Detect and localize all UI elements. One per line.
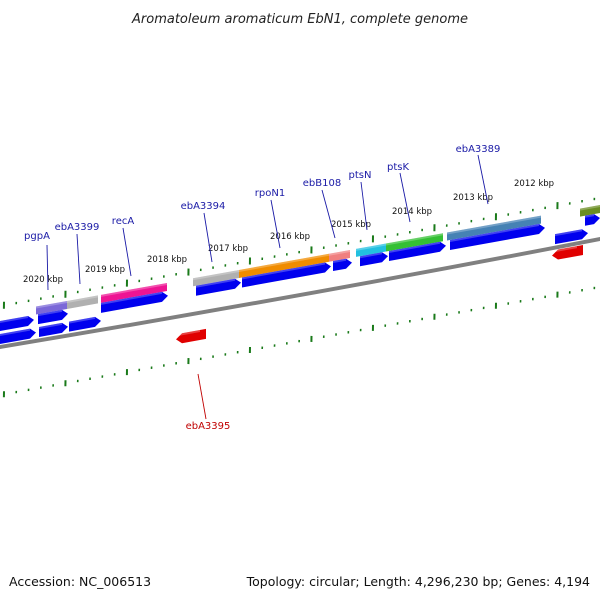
gene-label-leader	[76, 233, 81, 285]
cds-forward-arrow-highlight	[450, 223, 539, 242]
kbp-label: 2015 kbp	[331, 220, 371, 230]
kbp-label: 2013 kbp	[453, 193, 493, 203]
cog-feature-layer	[36, 205, 600, 315]
cds-forward-arrow-highlight	[360, 252, 382, 259]
cds-reverse-arrow	[176, 328, 206, 344]
cds-forward-arrow	[69, 316, 101, 332]
cog-feature-bar-highlight	[447, 215, 541, 235]
cds-forward-arrow	[196, 278, 241, 296]
gene-label-rpon1[interactable]: rpoN1	[255, 188, 285, 199]
cds-reverse-arrow	[552, 245, 583, 260]
kbp-label: 2012 kbp	[514, 179, 554, 189]
map-title: Aromatoleum aromaticum EbN1, complete ge…	[131, 12, 468, 27]
cds-forward-arrow-highlight	[39, 322, 62, 329]
cds-forward-arrow-highlight	[555, 229, 582, 237]
topology-summary: Topology: circular; Length: 4,296,230 bp…	[246, 574, 590, 589]
cog-feature-bar-highlight	[580, 205, 600, 211]
accession-text: Accession: NC_006513	[9, 574, 151, 589]
cds-forward-arrow	[389, 241, 446, 261]
cds-forward-arrow-highlight	[242, 262, 325, 280]
kbp-label: 2020 kbp	[23, 275, 63, 285]
gene-label-layer: pgpA ebA3399 recA ebA3394 rpoN1 ebB108 p…	[24, 144, 500, 432]
kbp-label: 2019 kbp	[85, 265, 125, 275]
cog-feature-bar-highlight	[36, 300, 67, 309]
cog-feature-bar	[239, 253, 329, 278]
cds-forward-arrow	[555, 229, 588, 245]
gene-label-eba3395[interactable]: ebA3395	[186, 421, 231, 432]
cog-feature-bar-highlight	[67, 295, 98, 303]
cog-feature-bar-highlight	[386, 233, 443, 246]
gene-label-leader	[197, 373, 207, 420]
cds-forward-arrow	[39, 322, 68, 337]
gene-label-eba3394[interactable]: ebA3394	[181, 201, 226, 212]
inner-tick-ring	[2, 286, 596, 398]
gene-label-leader	[477, 154, 489, 205]
cds-reverse-arrow-highlight	[176, 330, 200, 337]
backbone-arc	[0, 237, 600, 349]
cog-feature-bar	[193, 269, 239, 287]
cds-forward-arrow	[0, 328, 36, 344]
gene-label-leader	[46, 244, 49, 291]
gene-label-leader	[270, 199, 281, 249]
cds-forward-arrow	[360, 252, 388, 267]
cog-feature-bar	[356, 243, 386, 257]
outer-tick-ring	[2, 197, 596, 309]
gene-label-ptsn[interactable]: ptsN	[349, 170, 372, 181]
cds-reverse-arrow-highlight	[552, 246, 577, 253]
cog-feature-bar	[447, 215, 541, 241]
cds-forward-arrow-highlight	[389, 241, 440, 253]
cds-forward-arrow	[333, 258, 352, 272]
gene-label-eba3389[interactable]: ebA3389	[456, 144, 501, 155]
gene-label-reca[interactable]: recA	[112, 216, 135, 227]
cds-forward-arrow	[38, 309, 68, 325]
cds-forward-arrow-highlight	[0, 328, 30, 336]
cds-forward-arrow-highlight	[101, 291, 162, 305]
kbp-label-layer: 2020 kbp 2019 kbp 2018 kbp 2017 kbp 2016…	[23, 179, 554, 285]
gene-label-eba3399[interactable]: ebA3399	[55, 222, 100, 233]
cds-forward-arrow	[0, 315, 34, 331]
cds-forward-arrow	[242, 262, 331, 288]
gene-label-pgpa[interactable]: pgpA	[24, 231, 50, 242]
cds-forward-arrow-highlight	[0, 315, 28, 323]
genome-backbone	[0, 237, 600, 349]
gene-label-leader	[122, 227, 132, 277]
gene-label-leader	[321, 189, 336, 239]
cds-forward-arrow	[585, 214, 600, 226]
cog-feature-bar	[580, 205, 600, 217]
cog-feature-bar-highlight	[101, 282, 167, 297]
cog-feature-bar	[101, 282, 167, 303]
cds-forward-arrow	[450, 223, 545, 250]
kbp-label: 2014 kbp	[392, 207, 432, 217]
cog-feature-bar-highlight	[356, 243, 386, 251]
cds-forward-arrow-highlight	[69, 316, 95, 324]
gene-label-ebb108[interactable]: ebB108	[303, 178, 341, 189]
cds-feature-layer	[0, 214, 600, 344]
cog-feature-bar-highlight	[193, 269, 239, 281]
cds-forward-arrow-highlight	[585, 214, 594, 218]
kbp-label: 2017 kbp	[208, 244, 248, 254]
gene-label-leader	[203, 212, 213, 263]
gene-label-leader	[399, 172, 411, 223]
cog-feature-bar	[386, 233, 443, 252]
gene-label-leader	[360, 181, 368, 231]
cog-feature-bar	[329, 250, 350, 262]
cog-feature-bar	[67, 295, 98, 309]
cds-forward-arrow-highlight	[196, 278, 235, 288]
kbp-label: 2016 kbp	[270, 232, 310, 242]
cds-forward-arrow	[101, 291, 168, 313]
cog-feature-bar-highlight	[239, 253, 329, 272]
gene-label-ptsk[interactable]: ptsK	[387, 162, 409, 173]
cog-feature-bar	[36, 300, 67, 315]
kbp-label: 2018 kbp	[147, 255, 187, 265]
cds-forward-arrow-highlight	[38, 309, 62, 317]
cog-feature-bar-highlight	[329, 250, 350, 256]
cds-forward-arrow-highlight	[333, 258, 346, 264]
